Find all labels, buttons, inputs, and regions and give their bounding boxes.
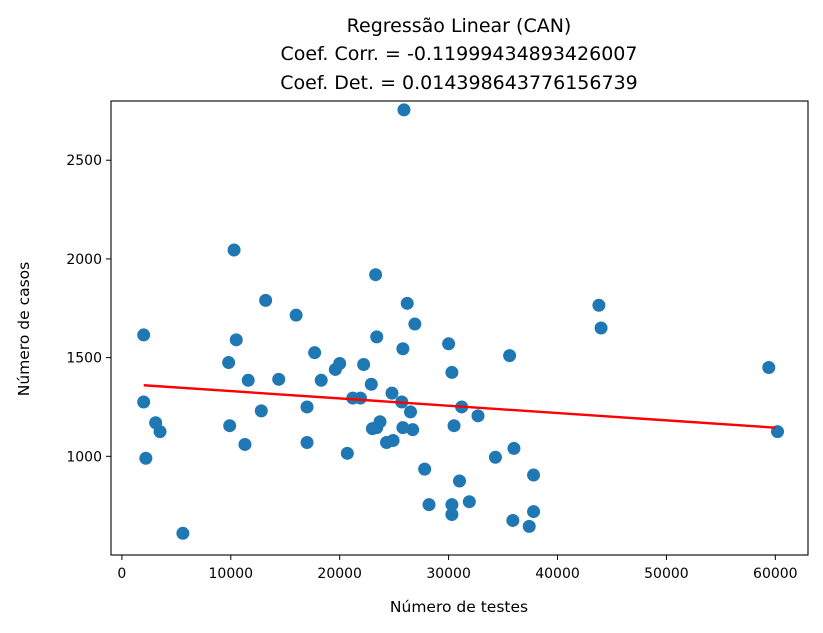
data-point: [222, 356, 236, 370]
data-point: [314, 373, 328, 387]
data-point: [442, 337, 456, 351]
chart-title-line-1: Regressão Linear (CAN): [347, 15, 572, 37]
x-tick-label: 30000: [426, 566, 471, 582]
data-point: [227, 243, 241, 257]
data-point: [153, 425, 167, 439]
data-point: [422, 498, 436, 512]
data-point: [300, 400, 314, 414]
x-axis-label: Número de testes: [390, 598, 528, 616]
data-point: [385, 386, 399, 400]
data-point: [462, 495, 476, 509]
data-point: [396, 342, 410, 356]
data-point: [272, 372, 286, 386]
data-point: [241, 373, 255, 387]
data-point: [447, 419, 461, 433]
chart-title-line-3: Coef. Det. = 0.014398643776156739: [280, 72, 638, 94]
y-tick-label: 2500: [66, 153, 102, 169]
data-point: [506, 513, 520, 527]
data-point: [176, 526, 190, 540]
data-point: [300, 435, 314, 449]
regression-line-group: [143, 384, 776, 429]
data-point: [370, 330, 384, 344]
data-point: [254, 404, 268, 418]
data-point: [453, 474, 466, 488]
data-point: [353, 391, 367, 405]
data-point: [364, 377, 378, 391]
x-tick-label: 20000: [317, 566, 362, 582]
data-points: [137, 103, 785, 540]
data-point: [340, 446, 354, 460]
data-point: [592, 298, 606, 312]
data-point: [527, 468, 541, 482]
data-point: [137, 395, 151, 409]
data-point: [289, 308, 303, 322]
y-axis-ticks: 1000 1500 2000 2500: [66, 153, 111, 465]
data-point: [373, 415, 387, 429]
x-tick-label: 40000: [535, 566, 580, 582]
data-point: [762, 360, 776, 374]
data-point: [308, 346, 322, 360]
data-point: [522, 519, 536, 533]
x-axis-ticks: 0 10000 20000 30000 40000 50000 60000: [117, 555, 798, 582]
axes-frame: [110, 100, 809, 556]
data-point: [488, 450, 502, 464]
data-point: [396, 421, 410, 435]
data-point: [445, 365, 459, 379]
x-tick-label: 60000: [753, 566, 798, 582]
data-point: [408, 317, 422, 331]
data-point: [223, 419, 237, 433]
data-point: [386, 434, 400, 448]
chart-title: Regressão Linear (CAN) Coef. Corr. = -0.…: [280, 15, 638, 94]
data-point: [445, 498, 459, 512]
y-tick-label: 1000: [66, 449, 102, 465]
data-point: [503, 349, 517, 363]
data-point: [445, 508, 459, 522]
data-point: [259, 293, 273, 307]
data-point: [527, 505, 541, 519]
data-point: [137, 328, 151, 342]
data-point: [507, 441, 521, 455]
x-tick-label: 50000: [644, 566, 689, 582]
data-point: [139, 451, 153, 465]
data-point: [238, 437, 252, 451]
y-tick-label: 2000: [66, 252, 102, 268]
regression-line: [143, 384, 776, 429]
data-point: [397, 103, 411, 117]
y-axis-label: Número de casos: [15, 262, 33, 396]
data-point: [229, 333, 243, 347]
data-point: [403, 405, 417, 419]
data-point: [594, 321, 608, 335]
data-point: [369, 268, 383, 282]
data-point: [357, 358, 371, 372]
data-point: [333, 357, 347, 371]
x-tick-label: 0: [117, 566, 126, 582]
data-point: [406, 423, 420, 437]
chart-title-line-2: Coef. Corr. = -0.11999434893426007: [281, 43, 638, 65]
x-tick-label: 10000: [209, 566, 254, 582]
data-point: [471, 409, 485, 423]
axes: [110, 100, 809, 556]
y-tick-label: 1500: [66, 351, 102, 367]
data-point: [418, 462, 432, 476]
data-point: [400, 296, 414, 310]
